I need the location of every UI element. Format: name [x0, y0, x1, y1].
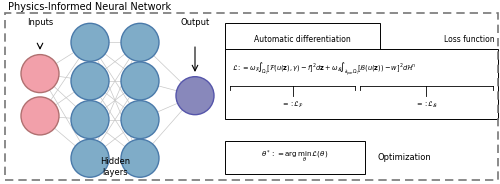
Text: Automatic differentiation: Automatic differentiation — [254, 35, 351, 44]
Text: $=: \mathcal{L}_{\mathcal{F}}$: $=: \mathcal{L}_{\mathcal{F}}$ — [281, 99, 304, 109]
Ellipse shape — [121, 23, 159, 61]
Text: Inputs: Inputs — [27, 18, 53, 27]
Ellipse shape — [121, 62, 159, 100]
FancyBboxPatch shape — [225, 49, 497, 119]
Ellipse shape — [121, 101, 159, 139]
Ellipse shape — [71, 101, 109, 139]
FancyBboxPatch shape — [225, 23, 380, 56]
Ellipse shape — [21, 55, 59, 93]
Text: $\mathcal{L} := \omega_{\mathcal{F}}\!\int_{\Omega_T}\![\mathcal{F}(u(\mathbf{z}: $\mathcal{L} := \omega_{\mathcal{F}}\!\i… — [232, 60, 417, 78]
Ellipse shape — [21, 97, 59, 135]
Text: Optimization: Optimization — [378, 153, 432, 162]
Text: Output: Output — [180, 18, 210, 27]
Text: $\theta^* := \arg\min_\theta\, \mathcal{L}(\theta)$: $\theta^* := \arg\min_\theta\, \mathcal{… — [262, 149, 328, 165]
Ellipse shape — [121, 139, 159, 177]
Ellipse shape — [71, 23, 109, 61]
Ellipse shape — [71, 139, 109, 177]
Ellipse shape — [71, 62, 109, 100]
Ellipse shape — [176, 77, 214, 115]
Text: Hidden
layers: Hidden layers — [100, 157, 130, 177]
Text: Loss function: Loss function — [444, 35, 495, 44]
Text: $=: \mathcal{L}_{\mathcal{B}}$: $=: \mathcal{L}_{\mathcal{B}}$ — [415, 99, 438, 109]
FancyBboxPatch shape — [225, 141, 365, 174]
Text: Physics-Informed Neural Network: Physics-Informed Neural Network — [8, 2, 170, 12]
